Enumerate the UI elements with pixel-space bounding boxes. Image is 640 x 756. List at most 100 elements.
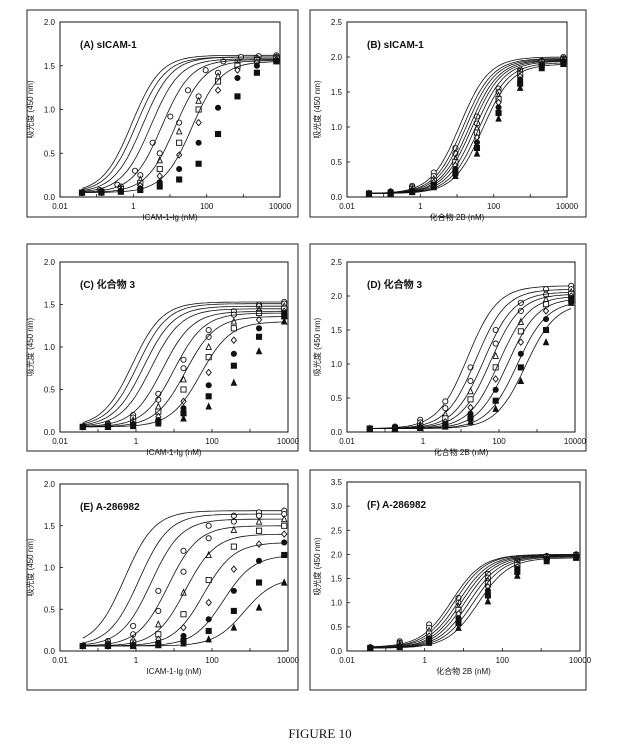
x-tick-label: 100 (205, 656, 219, 665)
data-point-6-1 (99, 190, 104, 195)
data-point-0-5 (206, 523, 211, 528)
fit-curve-6 (370, 557, 576, 648)
y-axis-label: 吸光度 (450 nm) (25, 538, 35, 597)
y-tick-label: 0.5 (331, 394, 343, 403)
y-axis-label: 吸光度 (450 nm) (25, 318, 35, 377)
y-tick-label: 1.5 (331, 326, 343, 335)
y-tick-label: 1.0 (44, 343, 56, 352)
data-point-5-8 (235, 75, 240, 80)
x-tick-label: 10000 (277, 437, 300, 446)
y-tick-label: 2.5 (331, 258, 343, 267)
panel-title: (B) sICAM-1 (367, 40, 424, 51)
data-point-4-6 (231, 337, 236, 343)
x-tick-label: 10000 (569, 656, 592, 665)
x-axis-label: ICAM-1-Ig (nM) (146, 448, 201, 457)
y-tick-label: 0.0 (331, 193, 343, 202)
x-tick-label: 10000 (277, 656, 300, 665)
fit-curve-3 (370, 555, 576, 648)
data-point-6-2 (118, 189, 123, 194)
data-point-6-6 (518, 365, 523, 370)
data-point-7-5 (206, 403, 211, 409)
chart-panel-4: 0.00.51.01.52.02.50.01110010000化合物 2B (n… (310, 244, 587, 457)
data-point-5-7 (215, 105, 220, 110)
data-point-7-4 (485, 598, 490, 604)
data-point-6-9 (254, 70, 259, 75)
x-tick-label: 10000 (564, 437, 587, 446)
data-point-0-3 (156, 588, 161, 593)
data-point-7-6 (231, 625, 236, 631)
data-point-2-5 (206, 344, 211, 350)
y-tick-label: 1.5 (44, 62, 56, 71)
y-tick-label: 2.5 (331, 18, 343, 27)
x-tick-label: 1 (418, 202, 423, 211)
fit-curve-4 (370, 556, 576, 648)
data-point-6-7 (215, 131, 220, 136)
panel-border (310, 10, 586, 217)
y-tick-label: 2.0 (331, 292, 343, 301)
y-tick-label: 1.0 (331, 599, 343, 608)
data-point-7-6 (231, 380, 236, 386)
data-point-2-5 (206, 552, 211, 558)
y-tick-label: 1.5 (331, 575, 343, 584)
data-point-2-3 (156, 403, 161, 409)
data-point-3-4 (157, 166, 162, 171)
y-tick-label: 0.5 (331, 158, 343, 167)
data-point-3-4 (181, 612, 186, 617)
data-point-4-7 (215, 87, 220, 93)
data-point-5-5 (177, 166, 182, 171)
data-point-1-4 (181, 569, 186, 574)
data-point-6-6 (196, 161, 201, 166)
x-axis-label: ICAM-1-Ig (nM) (146, 667, 201, 676)
chart-panel-6: 0.00.51.01.52.02.53.03.50.01110010000化合物… (310, 470, 592, 690)
y-tick-label: 2.0 (44, 258, 56, 267)
data-point-6-5 (206, 394, 211, 399)
x-tick-label: 0.01 (52, 202, 68, 211)
chart-panel-5: 0.00.51.01.52.00.01110010000ICAM-1-Ig (n… (25, 470, 300, 690)
x-tick-label: 1 (134, 437, 139, 446)
panel-title: (A) sICAM-1 (80, 40, 137, 51)
x-axis-label: 化合物 2B (nM) (430, 212, 485, 222)
data-point-6-4 (157, 184, 162, 189)
y-tick-label: 0.5 (44, 605, 56, 614)
panel-title: (E) A-286982 (80, 502, 140, 513)
x-tick-label: 1 (134, 656, 139, 665)
y-tick-label: 1.5 (44, 522, 56, 531)
y-tick-label: 2.0 (44, 18, 56, 27)
data-point-0-4 (181, 357, 186, 362)
x-axis-label: 化合物 2B (nM) (434, 447, 489, 457)
x-tick-label: 100 (496, 656, 510, 665)
data-point-0-3 (443, 399, 448, 404)
data-point-3-6 (231, 326, 236, 331)
data-point-4-5 (206, 369, 211, 375)
y-tick-label: 2.5 (331, 526, 343, 535)
x-tick-label: 0.01 (52, 437, 68, 446)
data-point-6-6 (231, 608, 236, 613)
data-point-5-6 (231, 351, 236, 356)
data-point-6-8 (282, 552, 287, 557)
data-point-3-6 (231, 544, 236, 549)
data-point-2-3 (156, 621, 161, 627)
data-point-1-5 (206, 334, 211, 339)
data-point-7-7 (256, 604, 261, 610)
data-point-6-5 (493, 398, 498, 403)
panel-title: (C) 化合物 3 (80, 278, 135, 291)
data-point-5-7 (256, 326, 261, 331)
fit-curve-0 (369, 57, 563, 193)
x-axis-label: 化合物 2B (nM) (436, 666, 491, 676)
x-tick-label: 1 (131, 202, 136, 211)
fit-curve-6 (369, 63, 563, 193)
data-point-6-5 (206, 628, 211, 633)
data-point-5-4 (181, 406, 186, 411)
x-tick-label: 10000 (269, 202, 292, 211)
y-tick-label: 3.0 (331, 502, 343, 511)
fit-curve-1 (83, 514, 284, 643)
x-tick-label: 100 (205, 437, 219, 446)
y-axis-label: 吸光度 (450 nm) (312, 80, 322, 139)
fit-curve-6 (82, 62, 276, 193)
data-point-5-8 (282, 540, 287, 545)
data-point-4-4 (181, 625, 186, 631)
y-tick-label: 3.5 (331, 478, 343, 487)
data-point-2-5 (177, 128, 182, 134)
chart-panel-3: 0.00.51.01.52.00.01110010000ICAM-1-Ig (n… (25, 244, 300, 457)
panel-border (27, 244, 298, 451)
